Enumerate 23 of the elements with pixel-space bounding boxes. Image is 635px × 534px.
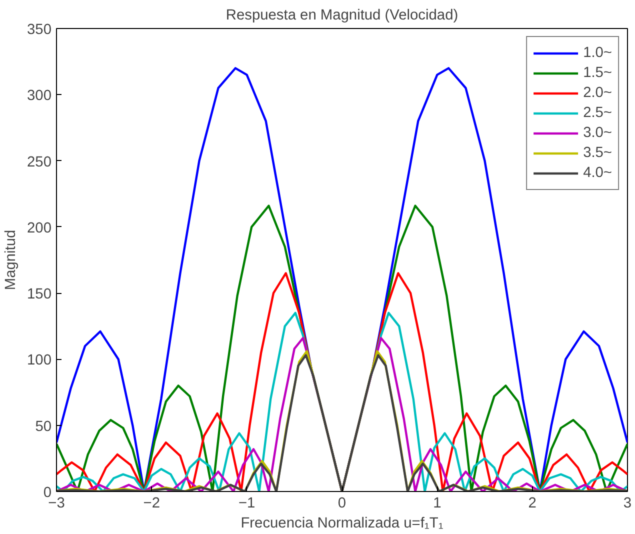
legend-label: 1.0~: [583, 45, 612, 61]
x-tick-label: 1: [433, 496, 442, 512]
y-tick-label: 100: [27, 352, 52, 369]
legend-label: 2.0~: [583, 85, 612, 101]
legend-label: 4.0~: [583, 165, 612, 181]
x-tick-label: 2: [528, 496, 536, 512]
y-tick-label: 300: [27, 88, 52, 104]
y-tick-label: 50: [35, 418, 52, 435]
x-tick-label: −2: [143, 496, 160, 512]
y-tick-label: 200: [27, 220, 52, 236]
x-tick-label: −1: [238, 496, 256, 512]
legend-label: 2.5~: [583, 105, 612, 121]
y-axis-title: Magnitud: [3, 230, 20, 290]
x-tick-label: 0: [338, 496, 346, 512]
x-axis-title: Frecuencia Normalizada u=f₁T₁: [240, 516, 444, 532]
chart-title: Respuesta en Magnitud (Velocidad): [226, 8, 458, 24]
legend-label: 3.5~: [583, 145, 612, 161]
y-tick-label: 250: [27, 154, 52, 170]
legend-label: 3.0~: [583, 125, 612, 141]
x-tick-label: 3: [623, 496, 632, 512]
legend-label: 1.5~: [583, 65, 612, 81]
y-tick-label: 150: [27, 286, 52, 303]
y-tick-label: 350: [27, 22, 52, 38]
